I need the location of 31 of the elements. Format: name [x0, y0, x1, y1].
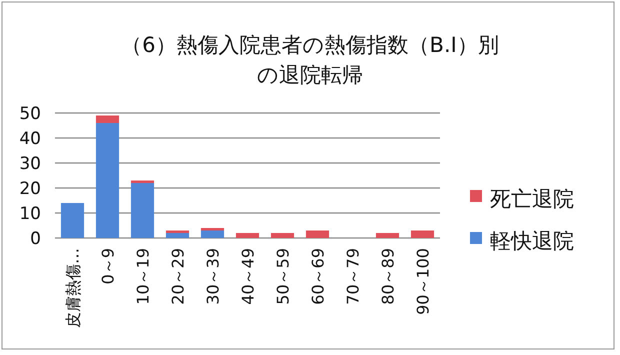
- x-tick-label: 90～100: [414, 248, 432, 315]
- x-tick-label: 50～59: [274, 248, 292, 305]
- x-tick-label: 0～9: [98, 248, 118, 284]
- y-tick-label: 30: [19, 154, 41, 174]
- legend-label: 軽快退院: [490, 229, 574, 253]
- bar: [270, 233, 294, 238]
- x-tick-label: 皮膚熱傷…: [64, 248, 82, 328]
- title: （6）熱傷入院患者の熱傷指数（B.I）別の退院転帰: [121, 33, 499, 87]
- legend-label: 死亡退院: [490, 187, 574, 211]
- bar: [166, 233, 190, 238]
- x-tick-label: 60～69: [308, 248, 328, 305]
- x-tick-label: 30～39: [204, 248, 222, 305]
- bar: [410, 230, 434, 238]
- bar: [236, 233, 260, 238]
- y-tick-label: 0: [30, 229, 41, 249]
- y-tick-label: 40: [19, 129, 41, 149]
- bar: [96, 123, 120, 238]
- bar: [200, 230, 224, 238]
- x-tick-label: 40～49: [238, 248, 258, 305]
- y-tick-label: 50: [19, 104, 41, 124]
- x-tick-label: 80～89: [378, 248, 398, 305]
- x-tick-label: 20～29: [168, 248, 188, 305]
- bar: [60, 203, 84, 238]
- bar: [306, 230, 330, 238]
- y-tick-label: 10: [19, 204, 41, 224]
- y-tick-label: 20: [19, 179, 41, 199]
- bar: [376, 233, 400, 238]
- x-tick-label: 10～19: [134, 248, 152, 305]
- x-tick-label: 70～79: [344, 248, 362, 305]
- bar: [96, 116, 120, 123]
- bar: [130, 183, 154, 238]
